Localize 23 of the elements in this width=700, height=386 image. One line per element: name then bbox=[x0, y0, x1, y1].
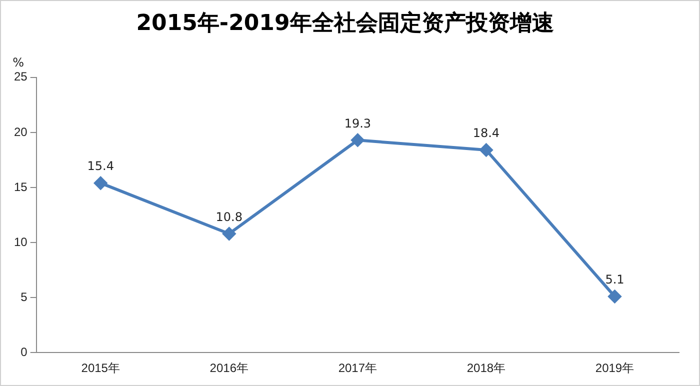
y-tick-label: 25 bbox=[14, 70, 28, 84]
point bbox=[351, 134, 364, 147]
y-tick-label: 20 bbox=[14, 124, 28, 139]
data-label: 5.1 bbox=[605, 272, 624, 287]
y-tick-label: 10 bbox=[14, 234, 28, 249]
x-tick-label: 2015年 bbox=[81, 361, 120, 376]
y-tick-label: 15 bbox=[14, 180, 28, 194]
point bbox=[94, 176, 108, 190]
data-label: 19.3 bbox=[344, 116, 372, 130]
point bbox=[222, 227, 236, 240]
x-tick-label: 2019年 bbox=[595, 361, 634, 376]
point bbox=[608, 290, 622, 303]
data-label: 18.4 bbox=[472, 126, 500, 140]
data-label: 15.4 bbox=[87, 159, 114, 174]
point bbox=[480, 144, 493, 157]
data-label: 10.8 bbox=[216, 210, 243, 224]
y-axis-title: % bbox=[12, 56, 24, 70]
y-tick-label: 5 bbox=[20, 290, 28, 304]
x-tick-label: 2017年 bbox=[338, 361, 378, 376]
x-tick-label: 2018年 bbox=[466, 361, 506, 376]
chart-title: 2015年-2019年全社会固定资产投资增速 bbox=[136, 10, 554, 36]
x-tick-label: 2016年 bbox=[210, 361, 248, 376]
y-tick-label: 0 bbox=[20, 344, 28, 359]
